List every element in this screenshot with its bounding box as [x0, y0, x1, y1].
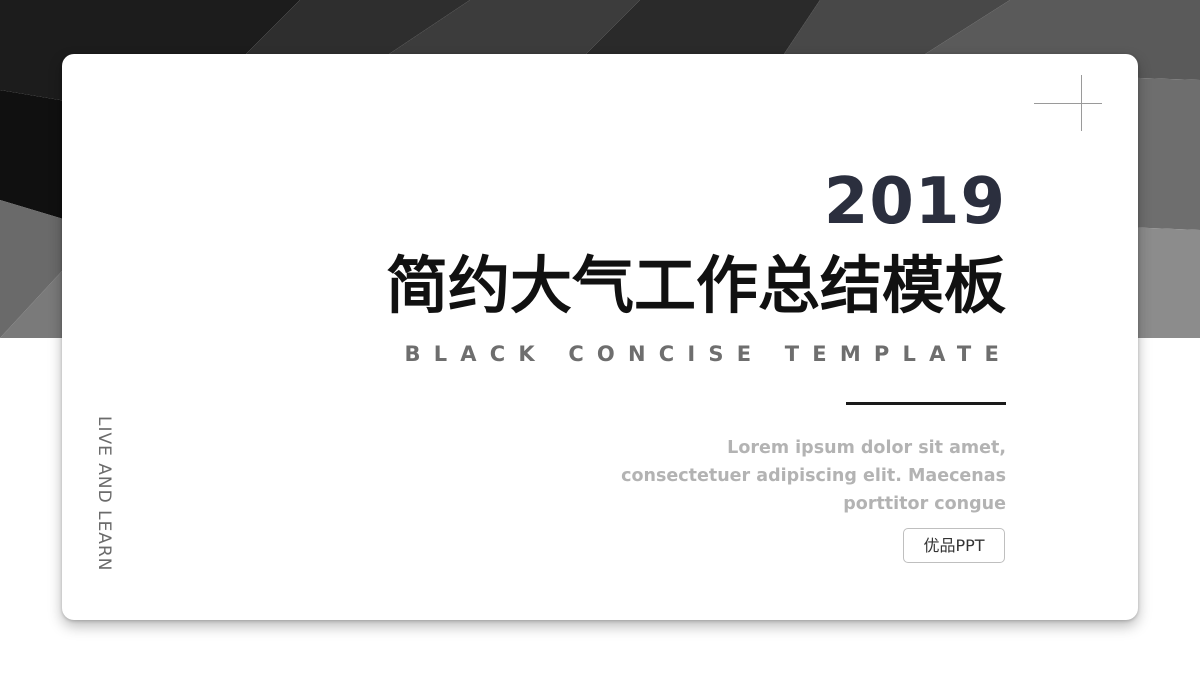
content-card — [62, 54, 1138, 620]
side-vertical-text: LIVE AND LEARN — [94, 416, 114, 572]
slide-subtitle: BLACK CONCISE TEMPLATE — [404, 342, 1012, 366]
slide-title: 简约大气工作总结模板 — [385, 249, 1006, 322]
brand-badge[interactable]: 优品PPT — [903, 528, 1005, 563]
accent-divider — [846, 402, 1006, 405]
description-line: consectetuer adipiscing elit. Maecenas — [621, 466, 1006, 486]
description-line: Lorem ipsum dolor sit amet, — [727, 438, 1006, 458]
year-heading: 2019 — [823, 165, 1006, 239]
description-text: Lorem ipsum dolor sit amet, consectetuer… — [586, 434, 1006, 518]
description-line: porttitor congue — [843, 494, 1006, 514]
crosshair-icon — [1034, 75, 1102, 131]
